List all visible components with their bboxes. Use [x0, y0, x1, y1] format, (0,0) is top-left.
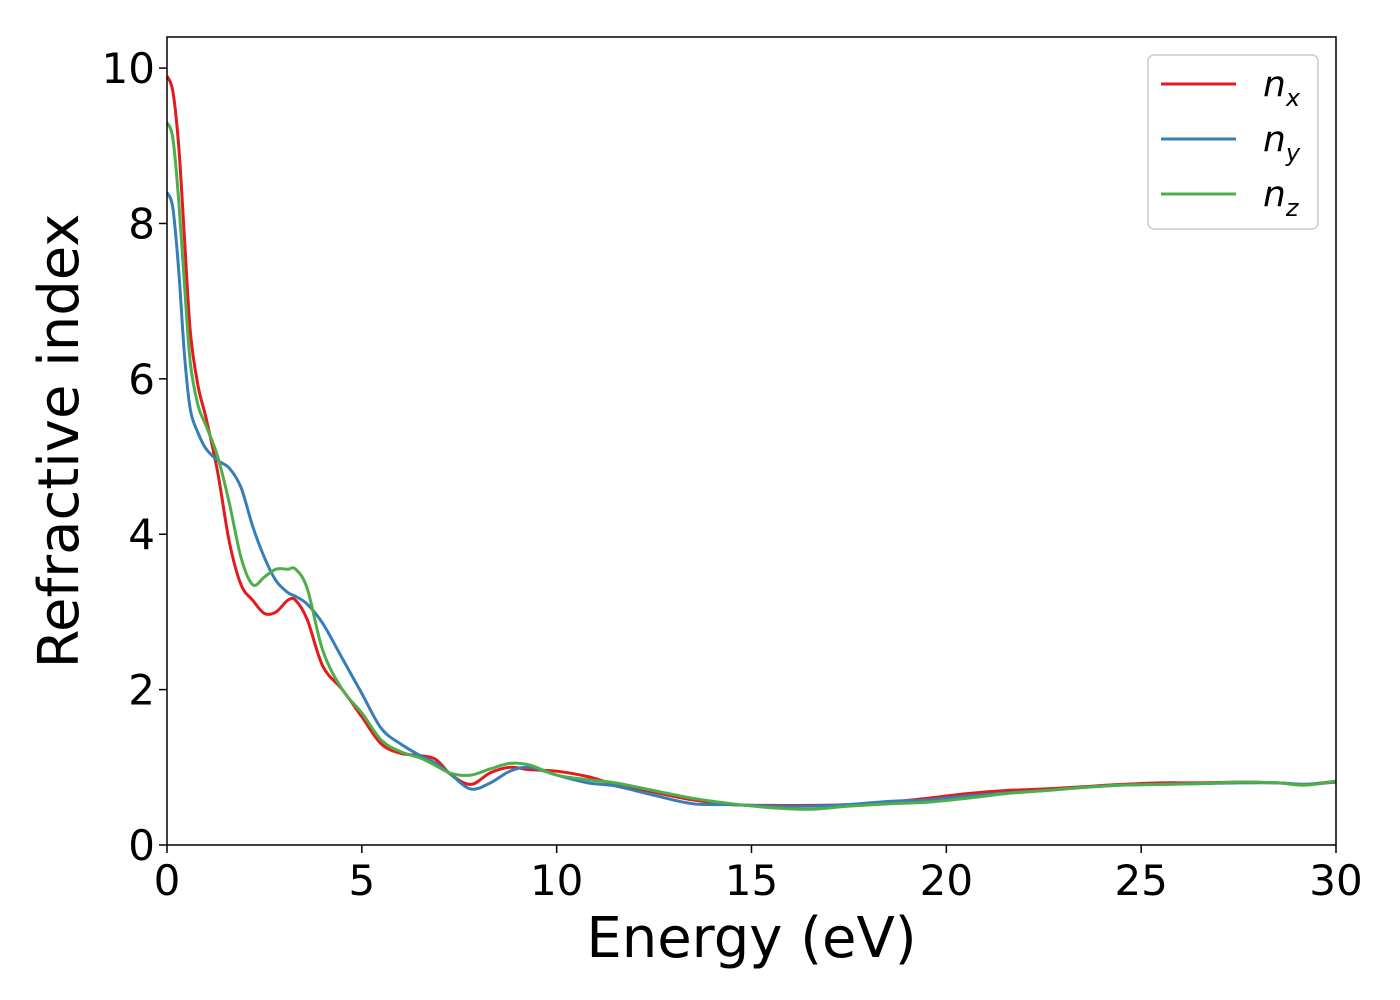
legend-label-y: ny [1263, 119, 1301, 167]
y-tick-label: 6 [128, 355, 155, 404]
y-axis-title: Refractive index [27, 214, 92, 669]
series-line-y [167, 191, 1336, 808]
x-tick-label: 5 [348, 856, 375, 905]
x-axis-ticks: 0 5 10 15 20 25 30 [154, 845, 1363, 905]
y-tick-label: 8 [128, 199, 155, 248]
y-tick-label: 10 [102, 44, 155, 93]
legend: nx ny nz [1147, 54, 1319, 230]
x-tick-label: 0 [154, 856, 181, 905]
series-line-z [167, 121, 1336, 811]
legend-box [1147, 54, 1319, 230]
x-tick-label: 15 [725, 856, 778, 905]
y-tick-label: 0 [128, 821, 155, 870]
x-tick-label: 20 [920, 856, 973, 905]
legend-label-x: nx [1263, 64, 1301, 112]
legend-label-z: nz [1263, 174, 1300, 222]
x-tick-label: 30 [1309, 856, 1362, 905]
x-tick-label: 10 [530, 856, 583, 905]
series-line-x [167, 75, 1336, 807]
x-axis-title: Energy (eV) [586, 906, 916, 971]
y-tick-label: 4 [128, 510, 155, 559]
y-axis-ticks: 0 2 4 6 8 10 [102, 44, 167, 870]
x-tick-label: 25 [1114, 856, 1167, 905]
plot-area [167, 75, 1336, 811]
y-tick-label: 2 [128, 666, 155, 715]
